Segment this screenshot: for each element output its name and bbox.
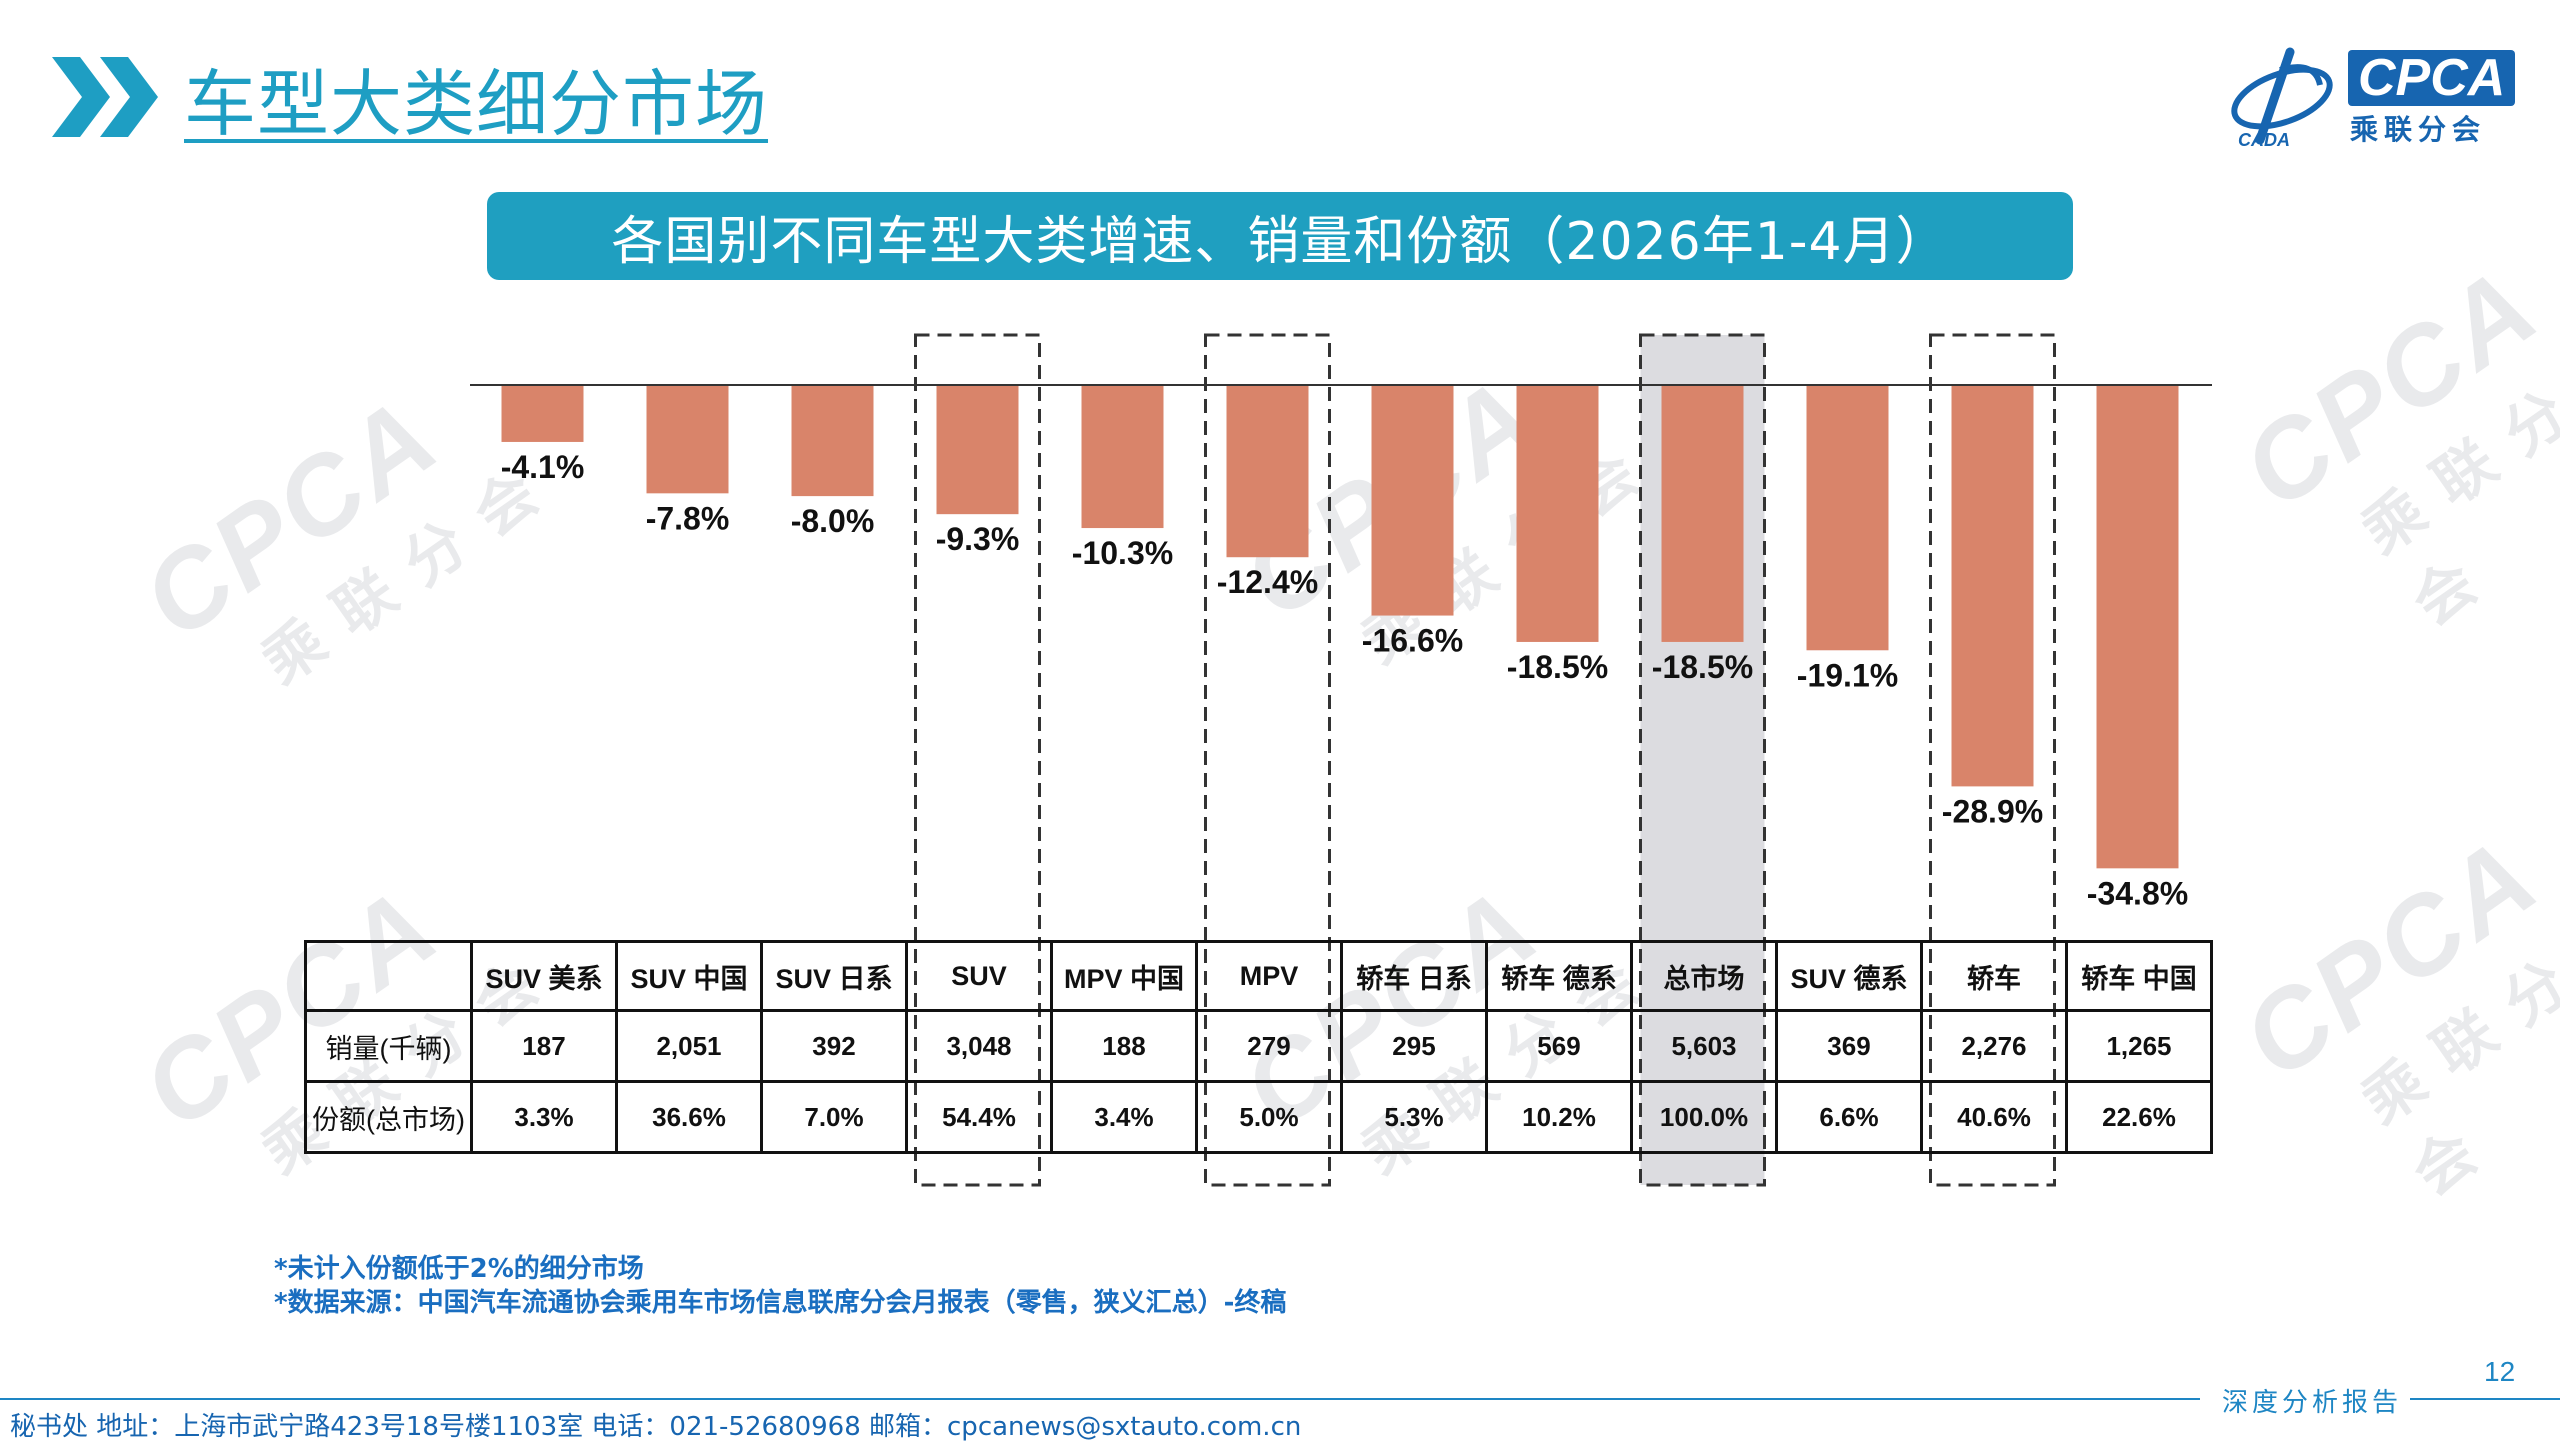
data-label: -16.6% — [1362, 623, 1463, 659]
page-number: 12 — [2484, 1356, 2516, 1387]
table-header-cell: 轿车 — [1920, 940, 2068, 1012]
table-cell: 36.6% — [615, 1080, 763, 1154]
bar — [2096, 385, 2179, 869]
dashed-highlight-box — [1929, 333, 2056, 1187]
footer-report-label: 深度分析报告 — [2222, 1388, 2403, 1418]
bar — [1371, 385, 1454, 616]
bar — [1951, 385, 2034, 787]
bar — [1226, 385, 1309, 558]
double-chevron-icon — [52, 57, 158, 137]
cada-emblem-icon: CADA — [2231, 47, 2333, 150]
bar — [791, 385, 874, 497]
footnotes: *未计入份额低于2%的细分市场 *数据来源：中国汽车流通协会乘用车市场信息联席分… — [274, 1252, 1286, 1320]
table-cell: 5.0% — [1195, 1080, 1343, 1154]
data-label: -18.5% — [1507, 649, 1608, 685]
table-header-cell: 轿车 中国 — [2065, 940, 2213, 1012]
table-cell: 2,051 — [615, 1009, 763, 1083]
page-title: 车型大类细分市场 — [184, 61, 769, 146]
table-header-cell: SUV 日系 — [760, 940, 908, 1012]
svg-text:CADA: CADA — [2238, 130, 2290, 150]
table-cell: 369 — [1775, 1009, 1923, 1083]
table-cell: 2,276 — [1920, 1009, 2068, 1083]
bar — [1081, 385, 1164, 529]
table-row-label: 销量(千辆) — [304, 1009, 473, 1083]
table-cell: 295 — [1340, 1009, 1488, 1083]
data-label: -34.8% — [2087, 875, 2188, 911]
data-label: -9.3% — [936, 521, 1020, 557]
table-cell: 3,048 — [905, 1009, 1053, 1083]
logo-name: 乘联分会 — [2350, 113, 2487, 146]
dashed-highlight-box — [1639, 333, 1766, 1187]
bar — [501, 385, 584, 442]
bar — [936, 385, 1019, 515]
bar — [1516, 385, 1599, 642]
table-cell: 3.4% — [1050, 1080, 1198, 1154]
sales-share-table: SUV 美系 SUV 中国 SUV 日系 SUV MPV 中国 MPV 轿车 日系 轿车 德系… — [304, 940, 2213, 1154]
table-cell: 5,603 — [1630, 1009, 1778, 1083]
footer-divider — [2410, 1398, 2560, 1400]
table-header-cell: 轿车 德系 — [1485, 940, 1633, 1012]
table-row-share: 份额(总市场) 3.3% 36.6% 7.0% 54.4% 3.4% 5.0% 5.3% 10… — [304, 1080, 2213, 1154]
table-row-label: 份额(总市场) — [304, 1080, 473, 1154]
table-cell: 187 — [470, 1009, 618, 1083]
table-header-cell: SUV 中国 — [615, 940, 763, 1012]
data-label: -7.8% — [646, 500, 730, 536]
table-header-cell: 轿车 日系 — [1340, 940, 1488, 1012]
footer-divider — [0, 1398, 2200, 1400]
footnote-share-threshold: *未计入份额低于2%的细分市场 — [274, 1254, 644, 1284]
table-cell: 100.0% — [1630, 1080, 1778, 1154]
table-header-cell: MPV 中国 — [1050, 940, 1198, 1012]
table-cell: 188 — [1050, 1009, 1198, 1083]
table-cell: 22.6% — [2065, 1080, 2213, 1154]
data-label: -12.4% — [1217, 564, 1318, 600]
table-cell: 392 — [760, 1009, 908, 1083]
data-label: -19.1% — [1797, 657, 1898, 693]
table-header-cell: SUV 德系 — [1775, 940, 1923, 1012]
bar — [1806, 385, 1889, 651]
table-cell: 10.2% — [1485, 1080, 1633, 1154]
table-cell: 54.4% — [905, 1080, 1053, 1154]
table-row-sales: 销量(千辆) 187 2,051 392 3,048 188 279 295 569 5,603… — [304, 1009, 2213, 1083]
table-cell: 40.6% — [1920, 1080, 2068, 1154]
bar — [1661, 385, 1744, 642]
data-label: -28.9% — [1942, 793, 2043, 829]
table-header-cell: SUV — [905, 940, 1053, 1012]
dashed-highlight-box — [1204, 333, 1331, 1187]
table-cell: 569 — [1485, 1009, 1633, 1083]
table-cell: 279 — [1195, 1009, 1343, 1083]
bars-layer — [501, 385, 2179, 869]
footnote-data-source: *数据来源：中国汽车流通协会乘用车市场信息联席分会月报表（零售，狭义汇总）-终稿 — [274, 1288, 1287, 1318]
bar — [646, 385, 729, 494]
data-label: -4.1% — [501, 449, 585, 485]
data-label: -18.5% — [1652, 649, 1753, 685]
dashed-boxes-layer — [914, 333, 2056, 1187]
table-cell: 5.3% — [1340, 1080, 1488, 1154]
table-header-cell: 总市场 — [1630, 940, 1778, 1012]
logo-brand: CPCA — [2348, 50, 2516, 106]
table-header-cell: SUV 美系 — [470, 940, 618, 1012]
dashed-highlight-box — [914, 333, 1041, 1187]
table-cell: 7.0% — [760, 1080, 908, 1154]
table-corner-cell — [304, 940, 473, 1012]
table-cell: 1,265 — [2065, 1009, 2213, 1083]
table-cell: 3.3% — [470, 1080, 618, 1154]
table-header-row: SUV 美系 SUV 中国 SUV 日系 SUV MPV 中国 MPV 轿车 日系 轿车 德系… — [304, 940, 2213, 1012]
labels-layer: -4.1% -7.8% -8.0% -9.3% -10.3% -12.4% -16.6% -1… — [501, 449, 2188, 911]
table-header-cell: MPV — [1195, 940, 1343, 1012]
cpca-logo: CADA CPCA 乘联分会 — [2220, 40, 2520, 150]
table-cell: 6.6% — [1775, 1080, 1923, 1154]
chart-banner-title: 各国别不同车型大类增速、销量和份额（2026年1-4月） — [487, 192, 2073, 280]
footer-address: 秘书处 地址：上海市武宁路423号18号楼1103室 电话：021-526809… — [10, 1412, 1302, 1442]
data-label: -10.3% — [1072, 535, 1173, 571]
page-header: 车型大类细分市场 — [52, 52, 768, 146]
data-label: -8.0% — [791, 503, 875, 539]
